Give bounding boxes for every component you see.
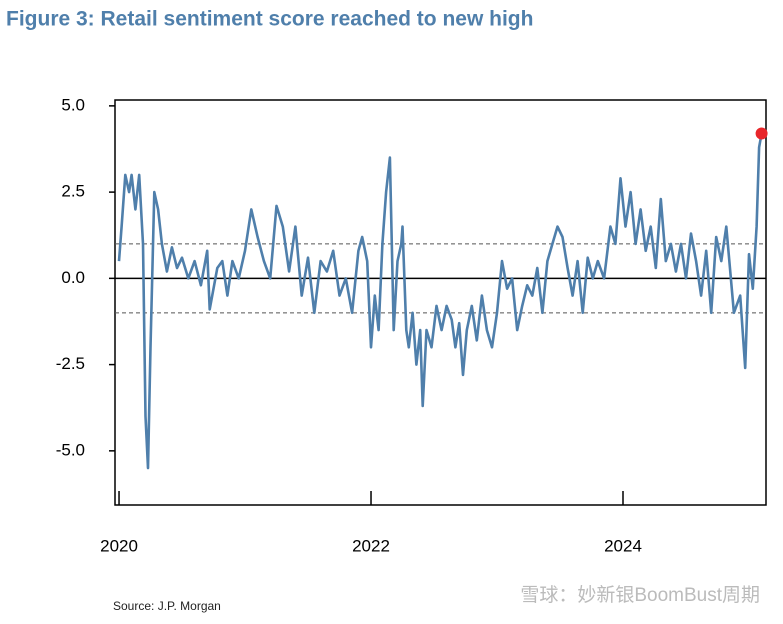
x-tick-label: 2022	[352, 536, 390, 555]
chart-title: Figure 3: Retail sentiment score reached…	[6, 8, 533, 31]
y-tick-label: 2.5	[61, 182, 85, 201]
latest-point	[755, 127, 768, 140]
series-line	[117, 133, 763, 470]
watermark: 雪球：妙新银BoomBust周期	[520, 584, 760, 606]
y-tick-label: -2.5	[56, 354, 85, 373]
source: Source: J.P. Morgan	[113, 599, 221, 613]
plot-frame	[114, 99, 767, 506]
y-tick-label: -5.0	[56, 440, 85, 459]
x-tick-label: 2024	[604, 536, 642, 555]
y-tick-label: 5.0	[61, 95, 85, 114]
y-tick-label: 0.0	[61, 268, 85, 287]
x-tick-label: 2020	[100, 536, 138, 555]
